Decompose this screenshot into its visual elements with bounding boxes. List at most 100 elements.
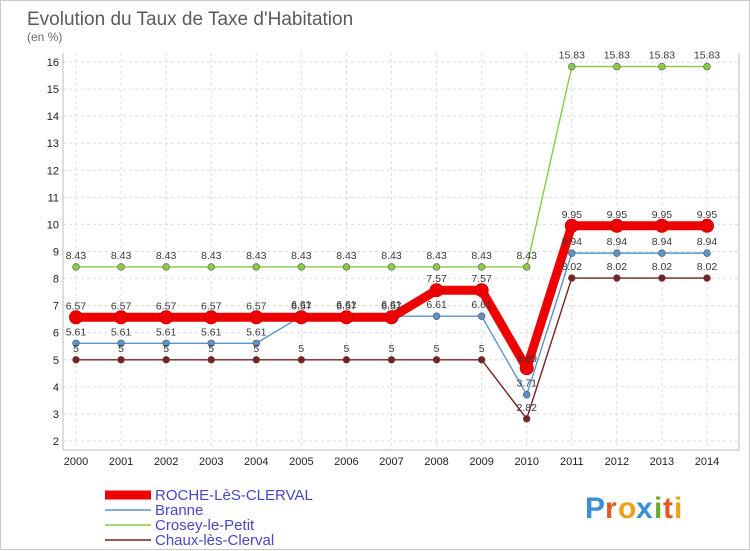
data-point bbox=[117, 339, 125, 347]
x-tick-label: 2011 bbox=[560, 456, 584, 468]
x-tick-label: 2009 bbox=[469, 456, 493, 468]
data-label: 6.57 bbox=[291, 300, 312, 312]
data-label: 8.43 bbox=[471, 250, 492, 262]
data-label: 5 bbox=[208, 343, 214, 355]
data-point bbox=[339, 310, 354, 325]
legend-label: Chaux-lès-Clerval bbox=[155, 532, 274, 549]
y-tick-label: 9 bbox=[53, 247, 59, 259]
y-tick-label: 13 bbox=[47, 138, 59, 150]
logo-letter: r bbox=[605, 492, 617, 525]
data-point bbox=[114, 310, 129, 325]
data-label: 6.61 bbox=[426, 299, 447, 311]
data-label: 6.61 bbox=[336, 299, 357, 311]
data-label: 15.83 bbox=[559, 50, 585, 62]
data-label: 4.69 bbox=[516, 353, 537, 365]
data-point bbox=[703, 249, 711, 257]
data-label: 8.94 bbox=[697, 236, 718, 248]
legend-label: Crosey-le-Petit bbox=[155, 517, 255, 534]
data-point bbox=[700, 218, 714, 233]
y-tick-label: 12 bbox=[47, 165, 59, 177]
data-point bbox=[69, 310, 83, 325]
x-tick-label: 2004 bbox=[244, 456, 268, 468]
x-tick-label: 2013 bbox=[650, 456, 674, 468]
data-label: 15.83 bbox=[649, 50, 675, 62]
data-point bbox=[477, 356, 486, 364]
data-point bbox=[387, 263, 396, 271]
x-tick-label: 2012 bbox=[605, 456, 629, 468]
data-point bbox=[342, 263, 351, 271]
data-point bbox=[207, 263, 215, 271]
data-point bbox=[477, 263, 486, 271]
x-axis-ticks: 2000 2001 2002 2003 2004 2005 2006 2007 2008 2009… bbox=[64, 456, 719, 468]
data-point bbox=[523, 415, 531, 423]
data-point bbox=[429, 283, 444, 298]
data-label: 8.02 bbox=[562, 261, 583, 273]
data-point bbox=[297, 356, 306, 364]
y-tick-label: 14 bbox=[47, 111, 59, 123]
data-label: 5 bbox=[298, 343, 304, 355]
data-point bbox=[162, 356, 170, 364]
x-tick-label: 2000 bbox=[64, 456, 88, 468]
x-tick-label: 2007 bbox=[379, 456, 403, 468]
data-point bbox=[613, 249, 621, 257]
data-label: 6.57 bbox=[246, 300, 267, 312]
data-label: 5 bbox=[389, 343, 395, 355]
data-point bbox=[117, 356, 125, 364]
y-axis-ticks: 2 3 4 5 6 7 8 9 10 11 12 13 14 15 16 bbox=[47, 57, 59, 448]
data-label: 6.61 bbox=[471, 299, 492, 311]
data-label: 15.83 bbox=[604, 50, 630, 62]
y-tick-label: 5 bbox=[53, 355, 59, 367]
data-label: 8.43 bbox=[66, 250, 87, 262]
data-point bbox=[568, 62, 576, 71]
logo-letter: P bbox=[585, 492, 605, 525]
data-label: 8.94 bbox=[607, 236, 628, 248]
y-tick-label: 6 bbox=[53, 328, 59, 340]
data-label: 7.57 bbox=[471, 273, 492, 285]
x-tick-label: 2001 bbox=[109, 456, 133, 468]
data-point bbox=[568, 274, 576, 282]
data-point bbox=[252, 356, 260, 364]
data-label: 7.57 bbox=[426, 273, 447, 285]
y-tick-label: 8 bbox=[53, 274, 59, 286]
data-label: 8.43 bbox=[381, 250, 402, 262]
data-label: 5 bbox=[118, 343, 124, 355]
data-label: 9.95 bbox=[562, 209, 583, 221]
data-label: 8.43 bbox=[426, 250, 447, 262]
data-point bbox=[658, 62, 666, 71]
axes bbox=[62, 53, 740, 451]
x-tick-label: 2003 bbox=[199, 456, 223, 468]
data-point bbox=[342, 356, 351, 364]
data-point bbox=[252, 339, 260, 347]
y-tick-label: 3 bbox=[53, 409, 59, 421]
data-point bbox=[432, 356, 441, 364]
series-lines bbox=[69, 62, 714, 423]
data-label: 6.61 bbox=[381, 299, 402, 311]
legend: ROCHE-LèS-CLERVALBranneCrosey-le-PetitCh… bbox=[105, 487, 313, 549]
data-label: 2.82 bbox=[516, 402, 537, 414]
data-point bbox=[72, 356, 80, 364]
data-point bbox=[523, 391, 531, 399]
data-label: 8.43 bbox=[291, 250, 312, 262]
data-label: 5 bbox=[434, 343, 440, 355]
data-label: 5.61 bbox=[201, 326, 222, 338]
logo-letter: i bbox=[674, 492, 682, 525]
data-label: 5 bbox=[163, 343, 169, 355]
data-point bbox=[72, 339, 80, 347]
data-label: 8.02 bbox=[697, 261, 718, 273]
legend-label: ROCHE-LèS-CLERVAL bbox=[155, 487, 313, 504]
data-point bbox=[474, 283, 489, 298]
x-tick-label: 2005 bbox=[289, 456, 313, 468]
data-label: 15.83 bbox=[694, 50, 720, 62]
data-point bbox=[252, 263, 260, 271]
data-label: 5.61 bbox=[111, 326, 132, 338]
data-point bbox=[654, 218, 669, 233]
data-point bbox=[207, 339, 215, 347]
x-tick-label: 2010 bbox=[514, 456, 538, 468]
data-label: 5 bbox=[73, 343, 79, 355]
data-label: 6.61 bbox=[291, 299, 312, 311]
data-point bbox=[613, 274, 621, 282]
data-label: 9.95 bbox=[697, 209, 718, 221]
data-point bbox=[387, 356, 396, 364]
legend-label: Branne bbox=[155, 502, 203, 519]
